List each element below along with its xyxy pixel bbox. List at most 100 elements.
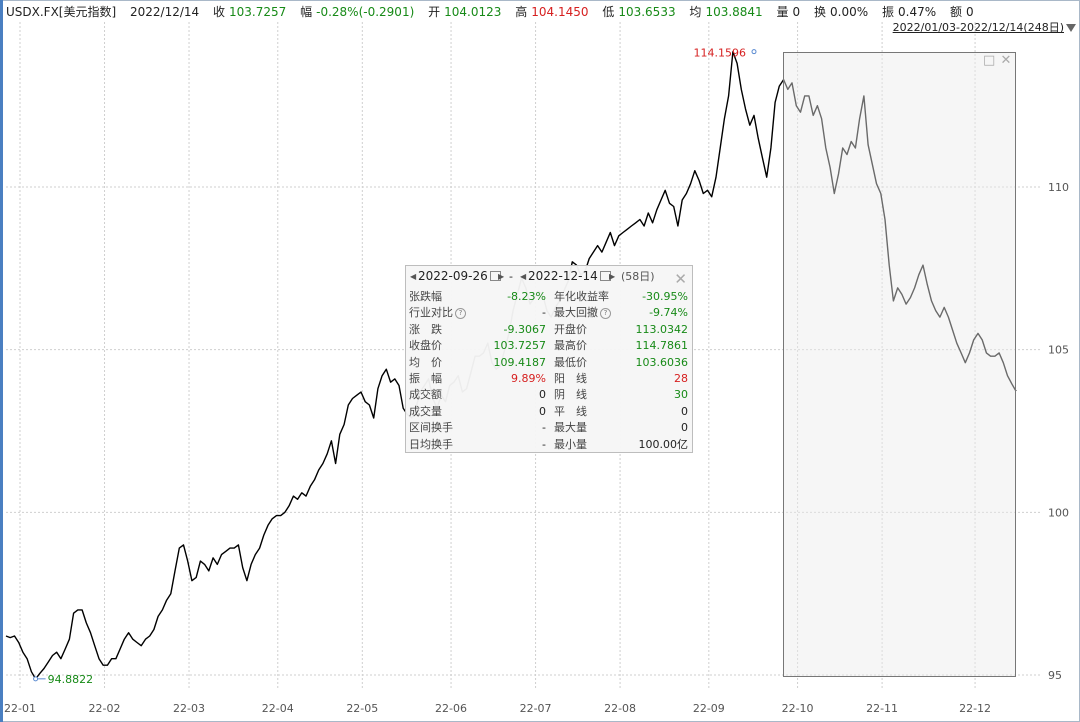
stats-row: 涨 跌 -9.3067 开盘价 113.0342 [406, 322, 692, 338]
stats-row: 行业对比? - 最大回撤? -9.74% [406, 305, 692, 321]
chart-annotations: 114.1596 94.8822 [33, 47, 757, 686]
high-label: 高 [515, 5, 528, 19]
start-date-text: 2022-09-26 [418, 269, 488, 283]
next-start-icon[interactable]: ▶ [498, 272, 505, 281]
high-value: 104.1450 [531, 5, 589, 19]
change-value: -0.28%(-0.2901) [316, 5, 415, 19]
stat-label: 振 幅 [409, 371, 442, 385]
x-tick-label: 22-08 [604, 702, 636, 715]
close-icon[interactable]: ✕ [674, 270, 687, 288]
stats-table: 张跌幅 -8.23% 年化收益率 -30.95% 行业对比? - 最大回撤? -9.74% 涨 … [406, 289, 692, 453]
selection-range-box[interactable]: □ ✕ [783, 52, 1016, 677]
stat-label: 最大回撤? [554, 305, 611, 321]
close-value: 103.7257 [229, 5, 287, 19]
maximize-icon[interactable]: □ [983, 53, 996, 68]
y-tick-label: 95 [1048, 669, 1062, 682]
left-accent-bar [0, 0, 3, 722]
amplitude-value: 0.47% [898, 5, 937, 19]
stats-header: ◀ 2022-09-26 ▶ - ◀ 2022-12-14 ▶ (58日) ✕ [406, 266, 692, 288]
prev-end-icon[interactable]: ◀ [520, 272, 527, 281]
stat-label: 区间换手 [409, 421, 453, 435]
y-tick-label: 105 [1048, 344, 1069, 357]
stat-value: -30.95% [642, 290, 688, 303]
stat-label: 成交量 [409, 404, 442, 418]
x-tick-label: 22-04 [262, 702, 294, 715]
x-tick-label: 22-01 [4, 702, 36, 715]
volume-value: 0 [792, 5, 801, 19]
volume-label: 量 [776, 5, 789, 19]
max-label: 114.1596 [693, 47, 746, 60]
date-range-text[interactable]: 2022/01/03-2022/12/14(248日) [892, 21, 1064, 34]
stats-row: 日均换手 - 最小量 100.00亿 [406, 437, 692, 453]
quote-date: 2022/12/14 [130, 5, 200, 19]
end-date-text: 2022-12-14 [528, 269, 598, 283]
low-label: 低 [602, 5, 615, 19]
stat-value: 109.4187 [493, 355, 547, 369]
stat-label: 最小量 [554, 437, 587, 451]
stat-value: -8.23% [507, 290, 546, 303]
x-tick-label: 22-10 [782, 702, 814, 715]
calendar-icon[interactable] [599, 270, 611, 281]
x-tick-label: 22-07 [520, 702, 552, 715]
stats-row: 收盘价 103.7257 最高价 114.7861 [406, 338, 692, 354]
stat-value: 114.7861 [635, 339, 689, 353]
stat-label: 涨 跌 [409, 322, 442, 336]
avg-label: 均 [689, 5, 702, 19]
open-label: 开 [428, 5, 441, 19]
date-separator: - [509, 270, 513, 283]
avg-value: 103.8841 [705, 5, 763, 19]
stat-label: 收盘价 [409, 339, 442, 353]
stats-row: 均 价 109.4187 最低价 103.6036 [406, 355, 692, 371]
turnover-label: 换 [814, 5, 827, 19]
change-label: 幅 [300, 5, 313, 19]
stat-label: 年化收益率 [554, 290, 609, 303]
x-tick-label: 22-03 [173, 702, 205, 715]
end-date-field[interactable]: 2022-12-14 [528, 269, 611, 284]
stat-value: 100.00亿 [638, 437, 689, 451]
y-tick-label: 110 [1048, 181, 1069, 194]
quote-bar: USDX.FX[美元指数] 2022/12/14 收 103.7257 幅 -0.2… [6, 3, 978, 21]
x-tick-label: 22-05 [346, 702, 378, 715]
stat-label: 最高价 [554, 339, 587, 353]
help-icon[interactable]: ? [600, 307, 611, 319]
stat-value: 103.6036 [635, 355, 689, 369]
stat-label: 阴 线 [554, 388, 587, 402]
dropdown-arrow-icon[interactable] [1066, 24, 1076, 32]
start-date-field[interactable]: 2022-09-26 [418, 269, 501, 284]
stats-row: 振 幅 9.89% 阳 线 28 [406, 371, 692, 387]
stats-row: 张跌幅 -8.23% 年化收益率 -30.95% [406, 289, 692, 305]
x-tick-label: 22-06 [435, 702, 467, 715]
stats-row: 区间换手 - 最大量 0 [406, 420, 692, 436]
stat-label: 日均换手 [409, 437, 453, 451]
help-icon[interactable]: ? [455, 307, 466, 319]
stat-value: - [542, 421, 546, 435]
stat-label: 张跌幅 [409, 290, 442, 303]
stat-label: 最低价 [554, 355, 587, 369]
amount-value: 0 [965, 5, 974, 19]
stat-value: 103.7257 [493, 339, 547, 353]
stat-value: 0 [681, 421, 688, 435]
amount-label: 额 [949, 5, 962, 19]
close-icon[interactable]: ✕ [1000, 53, 1012, 68]
x-tick-label: 22-02 [89, 702, 121, 715]
stat-value: 9.89% [511, 371, 546, 385]
stat-value: 28 [674, 371, 688, 385]
date-range-selector[interactable]: 2022/01/03-2022/12/14(248日) [893, 21, 1076, 35]
prev-start-icon[interactable]: ◀ [410, 272, 417, 281]
chart-axes: 95 100 105 110 22-01 22-02 22-03 22-04 22-05 22-0… [4, 181, 1069, 715]
next-end-icon[interactable]: ▶ [609, 272, 616, 281]
stat-label: 开盘价 [554, 322, 587, 336]
x-tick-label: 22-11 [866, 702, 898, 715]
symbol-label: USDX.FX[美元指数] [6, 5, 117, 19]
turnover-value: 0.00% [830, 5, 869, 19]
stat-label: 最大量 [554, 421, 587, 435]
x-tick-label: 22-09 [693, 702, 725, 715]
stat-value: 30 [674, 388, 688, 402]
close-label: 收 [213, 5, 226, 19]
stats-row: 成交量 0 平 线 0 [406, 404, 692, 420]
stats-row: 成交额 0 阴 线 30 [406, 387, 692, 403]
stat-label: 成交额 [409, 388, 442, 402]
calendar-icon[interactable] [489, 270, 501, 281]
min-marker [33, 676, 39, 682]
stat-value: - [542, 306, 546, 320]
